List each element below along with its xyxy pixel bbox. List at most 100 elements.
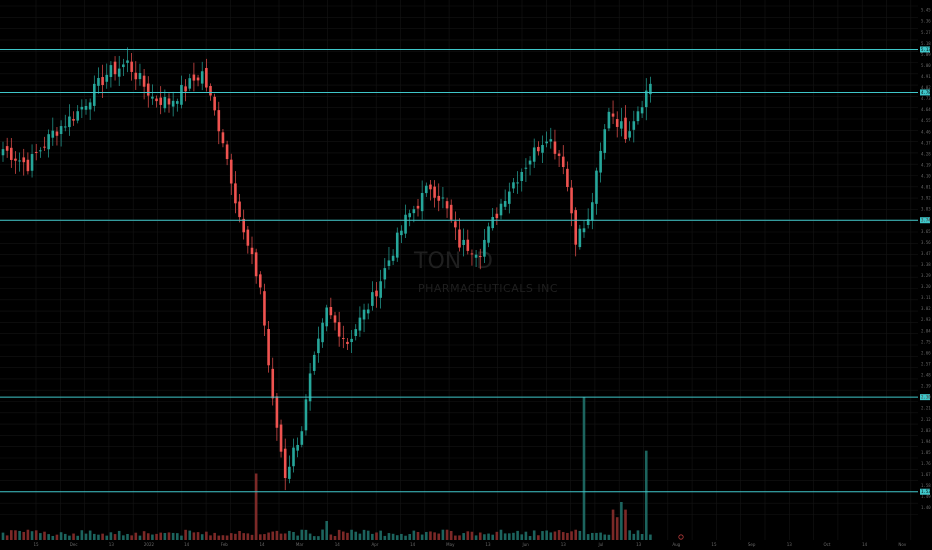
candle-body [454,221,457,228]
price-tick-label: 3.02 [921,306,931,311]
volume-bar [159,532,162,540]
candle-body [458,229,461,248]
candle-body [171,100,175,107]
price-tick-label: 2.57 [921,361,931,366]
date-tick-label: 14 [862,542,868,547]
price-tick-label: 1.67 [921,472,931,477]
volume-bars [1,397,652,540]
date-tick-label: Feb [221,542,229,547]
volume-bar [80,530,84,540]
candles [1,47,652,491]
candle-body [503,201,507,207]
price-tick-label: 2.48 [921,373,931,378]
candle-body [520,171,524,182]
date-tick-label: 14 [259,542,265,547]
price-tick-label: 3.38 [921,262,931,267]
price-tick-label: 5.09 [921,52,931,57]
price-tick-label: 3.83 [921,207,931,212]
date-tick-label: 13 [636,542,642,547]
volume-bar [512,532,515,540]
volume-bar [578,530,582,540]
volume-bar [437,533,441,540]
candle-body [155,98,158,102]
candle-body [159,97,162,105]
volume-bar [171,532,175,540]
volume-bar [541,531,544,540]
volume-bar [63,533,67,540]
price-tick-label: 1.49 [921,494,931,499]
candle-body [570,187,573,214]
volume-bar [130,535,133,540]
candle-body [304,399,308,431]
volume-bar [22,531,26,540]
volume-bar [88,530,92,540]
price-tick-label: 2.03 [921,428,931,433]
volume-bar [138,535,142,540]
volume-bar [499,529,503,540]
volume-bar [325,521,328,540]
price-tick-label: 1.76 [921,461,931,466]
candle-body [462,239,465,246]
volume-bar [454,535,457,540]
price-tick-label: 2.93 [921,317,931,322]
price-tick-label: 2.66 [921,350,931,355]
date-tick-label: 14 [335,542,341,547]
volume-bar [229,533,233,540]
volume-bar [76,535,79,540]
volume-bar [574,529,577,540]
volume-bar [200,534,204,540]
volume-bar [5,535,9,540]
time-axis[interactable]: 15 Dec 13 2022 14 Feb 14 Mar 14 Apr 14 May 13 Jun 13 Ju… [33,542,906,547]
volume-bar [408,534,411,540]
candle-body [528,160,532,165]
candle-body [557,153,561,156]
price-tick-label: 2.30 [921,395,931,400]
price-tick-label: 3.74 [921,218,931,223]
volume-bar [371,533,374,540]
volume-bar [283,533,287,540]
candle-body [246,229,250,246]
date-tick-label: Aug [672,542,680,547]
symbol-watermark: TON D PHARMACEUTICALS INC [413,249,558,295]
candle-body [466,239,470,251]
volume-bar [570,531,573,540]
candle-body [420,192,424,212]
candle-body [296,444,299,451]
volume-bar [599,532,602,540]
candle-body [329,307,333,316]
volume-bar [225,535,229,540]
candle-body [441,197,445,199]
candle-body [267,329,270,366]
candle-body [26,159,30,172]
date-tick-label: 13 [109,542,115,547]
level-price-label: 3.74 [921,218,931,223]
volume-bar [30,531,34,540]
date-tick-label: 2022 [144,542,155,547]
candle-body [5,146,9,151]
candle-body [229,159,233,184]
volume-bar [478,532,482,540]
candle-body [271,368,275,399]
price-tick-label: 3.56 [921,240,931,245]
price-tick-label: 4.28 [921,151,931,156]
candle-body [408,213,411,218]
level-price-label: 2.30 [921,395,931,400]
event-marker-icon[interactable] [678,534,684,540]
candle-body [391,255,395,261]
candle-body [80,106,84,110]
volume-bar [14,530,17,540]
candle-body [47,134,50,150]
date-tick-label: 14 [184,542,190,547]
candle-body [400,230,403,236]
price-axis[interactable]: 5.45 5.36 5.27 5.18 5.09 5.00 4.91 4.82 4.73 4.64… [921,8,931,511]
candle-body [250,247,254,255]
volume-bar [275,530,279,540]
candle-body [366,309,370,314]
volume-bar [146,533,150,540]
volume-bar [68,535,71,540]
candle-body [317,338,320,354]
volume-bar [487,533,490,540]
horizontal-level-lines[interactable]: 5.13 4.78 3.74 2.30 1.53 [0,46,931,495]
